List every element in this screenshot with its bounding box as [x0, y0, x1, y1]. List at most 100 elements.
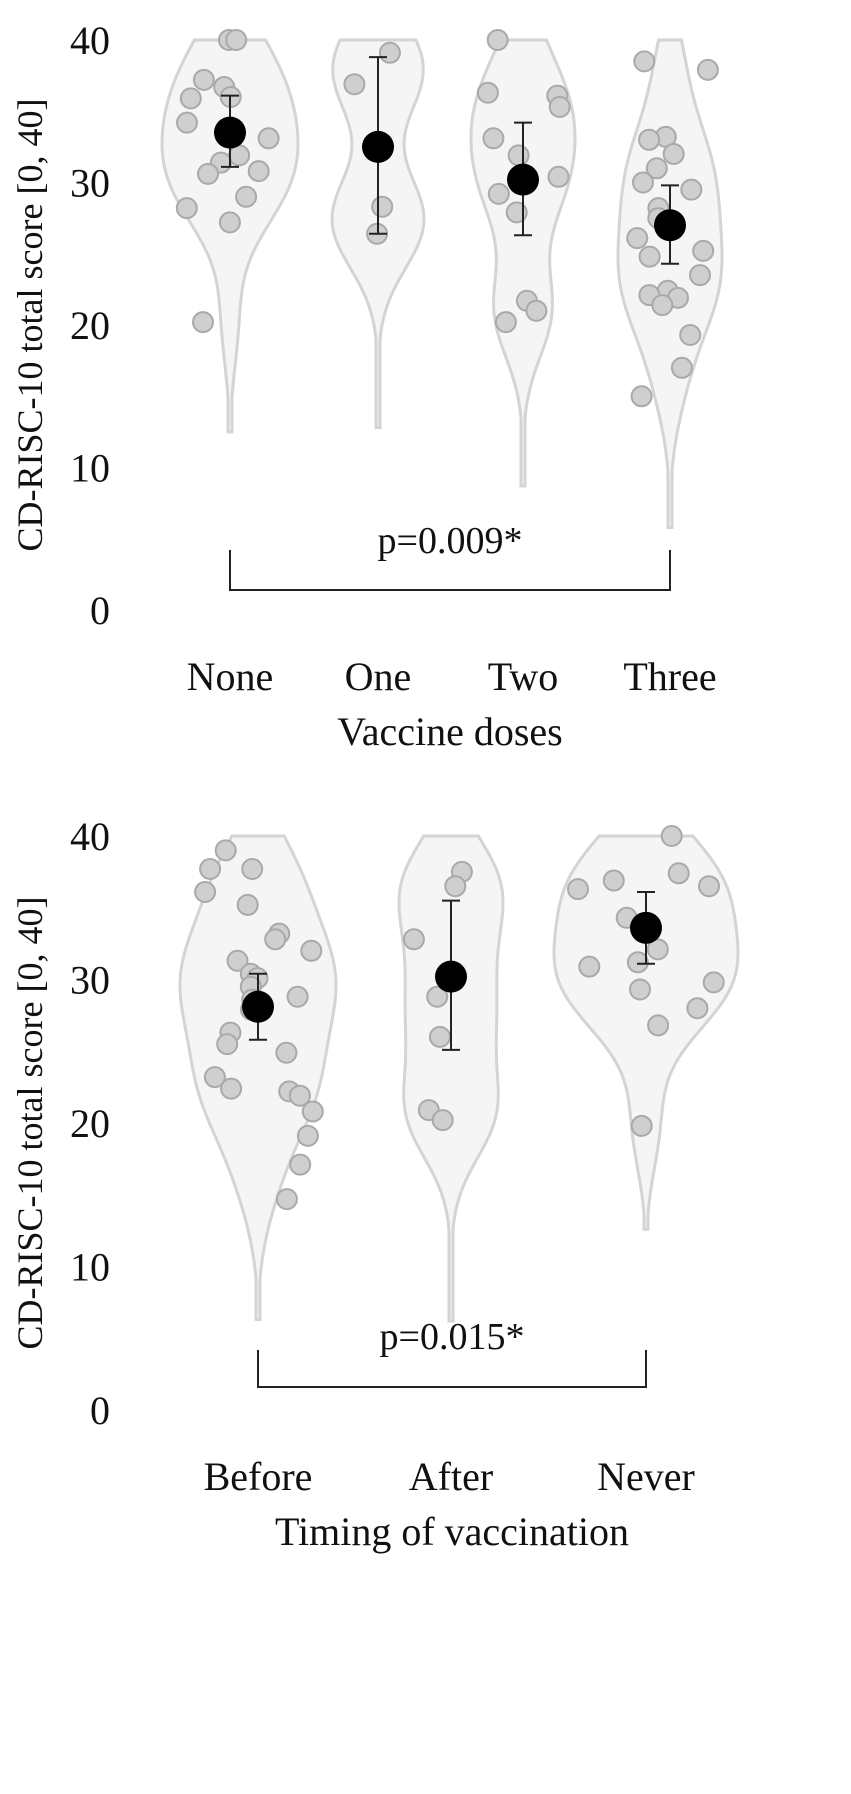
data-point [428, 1025, 451, 1048]
data-point [214, 839, 237, 862]
significance-bracket [229, 550, 671, 591]
data-point [567, 878, 589, 901]
data-point [696, 58, 719, 81]
mean-marker [435, 960, 467, 993]
data-point [203, 1066, 226, 1089]
data-point [680, 178, 703, 201]
data-point [194, 881, 217, 903]
y-tick-label: 20 [70, 1101, 110, 1146]
data-point [505, 201, 528, 224]
data-point [402, 928, 425, 951]
data-point [525, 299, 548, 322]
data-point [547, 165, 570, 188]
violin-two [469, 38, 577, 488]
mean-marker [214, 116, 246, 149]
data-point [626, 951, 649, 974]
violin-after [397, 834, 505, 1323]
data-point [431, 1109, 454, 1132]
data-point [192, 68, 215, 91]
data-point [179, 87, 202, 110]
data-point [197, 162, 219, 185]
data-point [630, 385, 653, 408]
data-point [300, 939, 323, 962]
x-tick-label: After [409, 1454, 493, 1499]
y-tick-label: 30 [70, 958, 110, 1003]
x-tick-label: Two [488, 654, 559, 699]
data-point [638, 245, 661, 268]
data-point [199, 858, 222, 880]
x-tick-label: None [187, 654, 274, 699]
data-point [689, 264, 711, 287]
data-point [216, 1033, 239, 1056]
data-point [646, 938, 669, 961]
data-point [192, 311, 214, 334]
x-tick-label: Three [623, 654, 716, 699]
data-point [226, 949, 249, 972]
data-point [494, 311, 517, 334]
y-tick-label: 30 [70, 161, 110, 206]
mean-marker [507, 163, 539, 196]
y-tick-label: 20 [70, 303, 110, 348]
x-axis-title: Timing of vaccination [275, 1509, 629, 1554]
data-point [288, 1084, 311, 1107]
data-point [378, 41, 401, 64]
data-point [275, 1188, 298, 1211]
data-point [702, 971, 725, 994]
x-axis-title: Vaccine doses [337, 709, 562, 754]
data-point [275, 1041, 298, 1064]
y-tick-label: 40 [70, 814, 110, 859]
x-tick-label: Before [204, 1454, 313, 1499]
data-point [241, 858, 264, 880]
data-point [301, 1100, 324, 1123]
data-point [662, 143, 685, 165]
data-point [660, 825, 683, 847]
data-point [647, 1014, 670, 1037]
data-point [236, 893, 259, 916]
data-point [476, 81, 499, 104]
data-point [651, 294, 674, 317]
data-point [632, 171, 654, 194]
data-point [633, 50, 656, 73]
data-point [686, 997, 709, 1020]
mean-marker [362, 130, 394, 163]
y-axis-title: CD-RISC-10 total score [0, 40] [10, 99, 50, 552]
y-tick-label: 10 [70, 1245, 110, 1290]
data-point [645, 157, 668, 180]
data-point [257, 127, 280, 150]
data-point [667, 862, 690, 885]
data-point [264, 928, 287, 951]
data-point [343, 73, 366, 96]
y-axis-title: CD-RISC-10 total score [0, 40] [10, 897, 50, 1350]
data-point [218, 211, 241, 234]
y-tick-label: 40 [70, 18, 110, 63]
data-point [289, 1153, 312, 1176]
data-point [638, 128, 661, 151]
mean-marker [654, 209, 686, 242]
data-point [698, 875, 720, 898]
chart-panel-2: CD-RISC-10 total score [0, 40] 0 10 20 30 40 p… [10, 814, 740, 1554]
data-point [507, 144, 530, 167]
data-point [692, 239, 715, 262]
x-tick-label: One [345, 654, 412, 699]
data-point [426, 985, 449, 1008]
data-point [629, 978, 651, 1001]
data-point [487, 182, 510, 205]
chart-panel-1: CD-RISC-10 total score [0, 40] 0 10 20 30 40 p… [10, 18, 724, 754]
y-tick-label: 0 [90, 588, 110, 633]
y-tick-label: 10 [70, 446, 110, 491]
data-point [602, 869, 625, 892]
data-point [225, 29, 248, 51]
mean-marker [630, 911, 662, 944]
data-point [670, 356, 693, 379]
data-point [371, 195, 394, 218]
data-point [578, 955, 601, 978]
data-point [630, 1114, 653, 1137]
data-point [220, 1077, 243, 1100]
data-point [482, 127, 505, 150]
y-tick-label: 0 [90, 1388, 110, 1433]
data-point [247, 160, 270, 183]
significance-bracket [257, 1350, 647, 1388]
data-point [235, 185, 258, 208]
mean-marker [242, 990, 274, 1023]
